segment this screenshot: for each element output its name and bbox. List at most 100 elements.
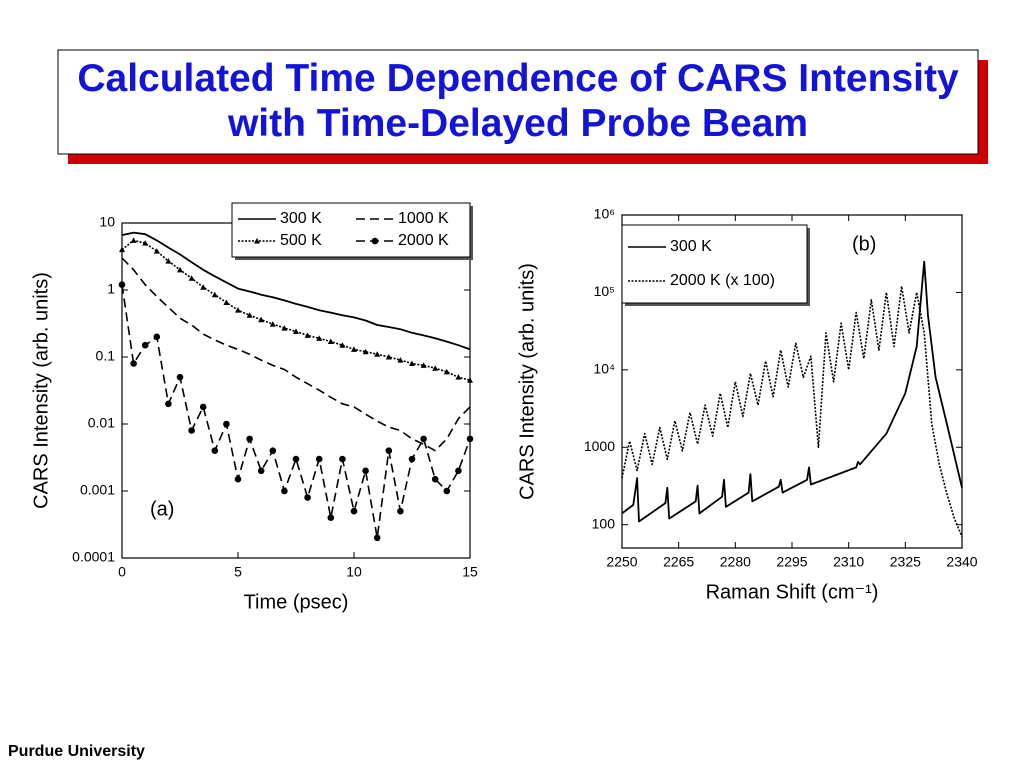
marker: [339, 342, 346, 348]
marker: [223, 299, 230, 306]
marker: [362, 467, 369, 475]
x-tick-label: 2325: [890, 554, 921, 570]
legend-label: 2000 K (x 100): [670, 272, 775, 289]
marker: [443, 368, 450, 375]
marker: [200, 284, 207, 290]
legend-label: 500 K: [280, 232, 322, 249]
y-tick-label: 1: [107, 281, 115, 297]
marker: [292, 455, 300, 463]
marker: [397, 357, 404, 363]
series-line: [121, 239, 471, 381]
title-wrap: Calculated Time Dependence of CARS Inten…: [77, 57, 959, 145]
marker: [315, 455, 323, 463]
title: Calculated Time Dependence of CARS Inten…: [77, 57, 959, 145]
y-tick-label: 1000: [584, 438, 615, 454]
marker: [373, 534, 381, 542]
legend-box: [621, 224, 808, 304]
marker: [246, 435, 253, 443]
legend-marker: [254, 238, 260, 244]
y-tick-label: 10⁵: [594, 283, 615, 299]
x-axis-label: Raman Shift (cm⁻¹): [706, 581, 879, 603]
marker: [165, 258, 172, 264]
marker: [188, 427, 195, 434]
y-tick-label: 100: [592, 515, 616, 531]
x-tick-label: 2280: [720, 554, 751, 570]
x-axis-label: Time (psec): [244, 591, 349, 613]
marker: [432, 365, 439, 371]
marker: [118, 281, 126, 288]
marker: [339, 455, 346, 463]
marker: [350, 507, 358, 515]
x-tick-label: 2265: [663, 554, 694, 570]
marker: [234, 475, 242, 483]
marker: [199, 403, 207, 411]
x-tick-label: 0: [118, 564, 126, 580]
x-tick-label: 2310: [833, 554, 864, 570]
marker: [467, 377, 473, 383]
marker: [119, 246, 125, 253]
y-tick-label: 10⁴: [593, 361, 615, 377]
marker: [223, 420, 230, 428]
marker: [141, 341, 149, 349]
marker: [142, 240, 149, 246]
marker: [293, 328, 299, 335]
legend-box: [231, 202, 471, 258]
marker: [153, 248, 160, 254]
marker: [130, 237, 137, 243]
legend-label: 300 K: [280, 210, 322, 227]
marker: [177, 266, 183, 273]
series-line: [621, 285, 963, 538]
marker: [269, 321, 276, 327]
x-tick-label: 2340: [946, 554, 977, 570]
y-tick-label: 0.0001: [72, 549, 115, 565]
y-tick-label: 0.001: [80, 482, 115, 498]
marker: [455, 374, 462, 380]
marker: [397, 507, 404, 515]
x-tick-label: 2250: [606, 554, 637, 570]
marker: [304, 332, 311, 338]
marker: [327, 514, 335, 521]
marker: [466, 435, 474, 443]
title-box: [57, 49, 979, 155]
series-line: [121, 257, 471, 452]
marker: [408, 455, 416, 463]
y-axis-label: CARS Intensity (arb. units): [516, 263, 538, 500]
marker: [165, 400, 172, 408]
annotation: (a): [150, 498, 174, 520]
marker: [327, 338, 334, 345]
marker: [455, 467, 462, 475]
marker: [269, 447, 277, 454]
x-tick-label: 2295: [776, 554, 807, 570]
marker: [304, 494, 311, 501]
marker: [235, 307, 241, 313]
legend-label: 300 K: [670, 238, 712, 255]
marker: [211, 291, 218, 298]
y-axis-label: CARS Intensity (arb. units): [30, 272, 52, 509]
marker: [374, 351, 381, 357]
marker: [211, 447, 219, 454]
x-tick-label: 10: [346, 564, 362, 580]
marker: [316, 335, 323, 341]
marker: [246, 312, 253, 318]
y-tick-label: 0.1: [96, 348, 116, 364]
x-tick-label: 15: [462, 564, 478, 580]
marker: [420, 435, 427, 443]
footer: Purdue University: [8, 743, 145, 760]
series-line: [121, 231, 471, 351]
marker: [153, 333, 161, 341]
y-tick-label: 0.01: [88, 415, 115, 431]
marker: [176, 373, 184, 381]
marker: [385, 447, 393, 454]
legend-label: 2000 K: [398, 232, 449, 249]
marker: [257, 467, 265, 475]
legend-label: 1000 K: [398, 210, 449, 227]
y-tick-label: 10: [99, 214, 115, 230]
marker: [258, 316, 265, 323]
marker: [443, 487, 451, 495]
marker: [281, 325, 288, 331]
marker: [362, 348, 369, 355]
y-tick-label: 10⁶: [594, 206, 615, 222]
marker: [130, 360, 137, 367]
x-tick-label: 5: [234, 564, 242, 580]
